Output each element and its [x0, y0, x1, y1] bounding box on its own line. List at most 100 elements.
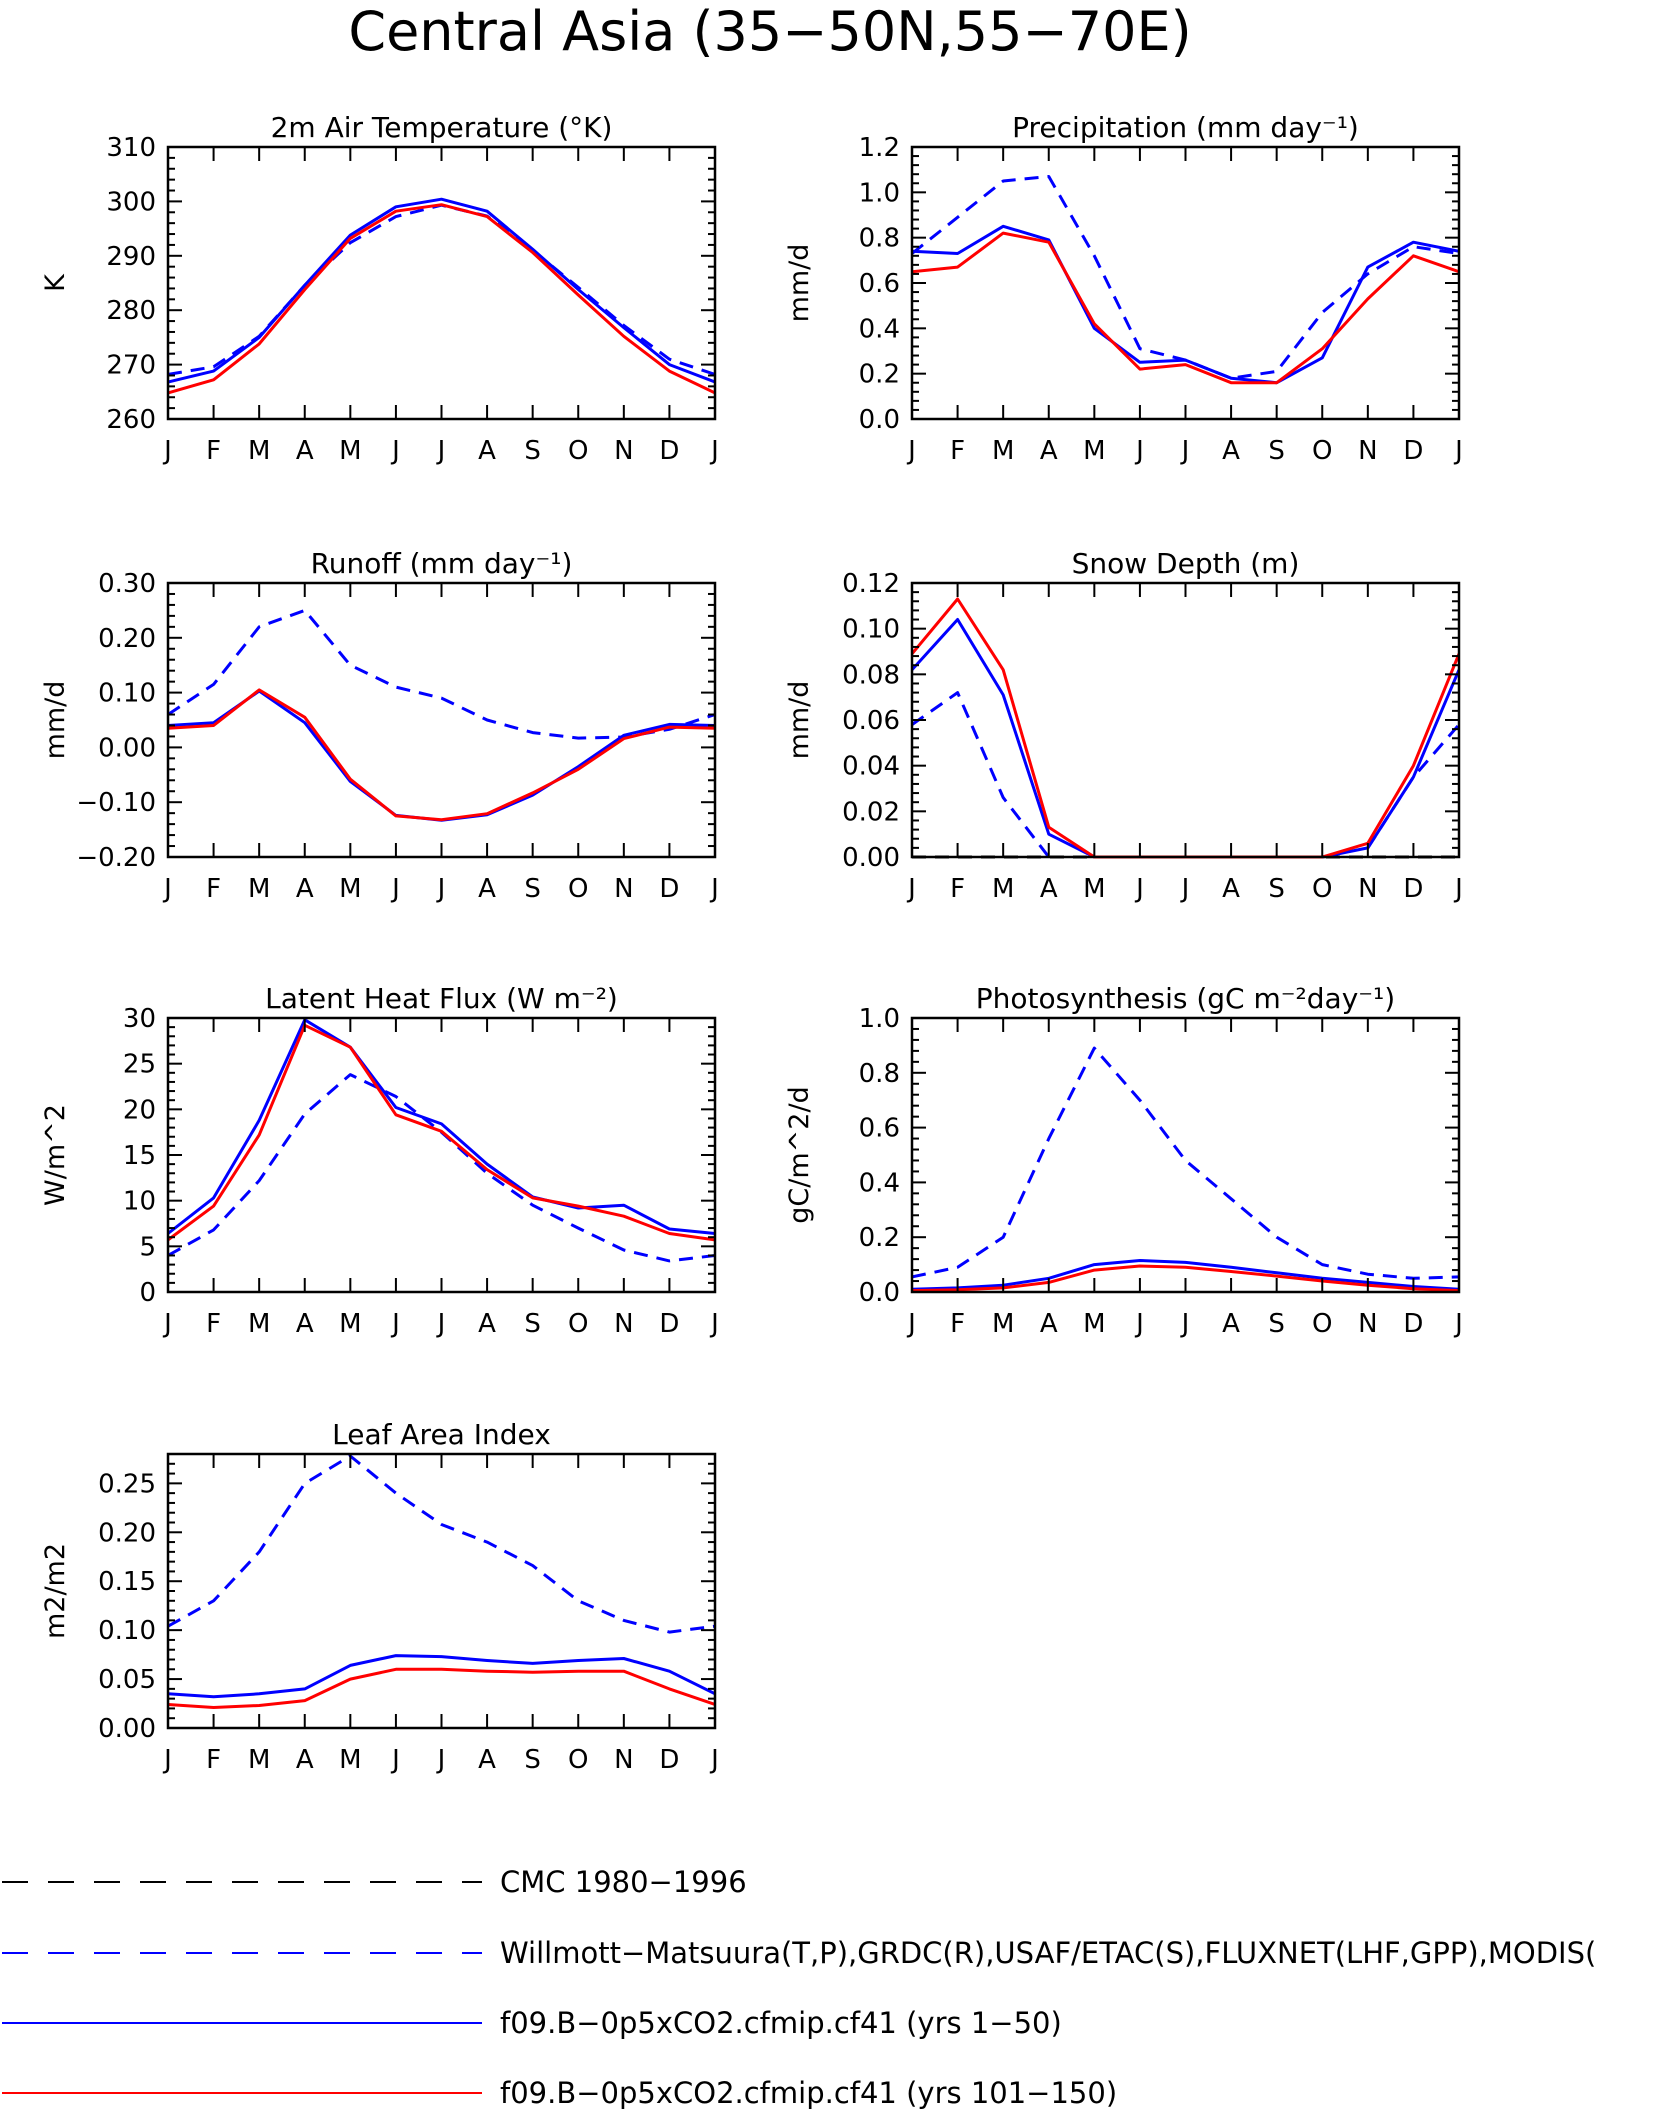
- y-tick-label: 0.0: [859, 1278, 900, 1308]
- y-tick-label: 10: [123, 1187, 156, 1217]
- series-group: [912, 175, 1459, 385]
- x-tick-label: A: [296, 1309, 314, 1339]
- x-tick-label: J: [436, 1309, 446, 1339]
- x-tick-label: J: [1134, 436, 1144, 466]
- x-tick-label: A: [1040, 1309, 1058, 1339]
- y-tick-label: 0.20: [98, 624, 156, 654]
- y-tick-label: 0.4: [859, 314, 900, 344]
- series-group: [168, 608, 715, 822]
- series-group: [912, 597, 1459, 859]
- x-tick-label: J: [1180, 436, 1190, 466]
- chart-panel-6: 0.00.20.40.60.81.0J F M A M J J A S O N D JPhotosynt…: [784, 982, 1463, 1339]
- plot-frame: [910, 581, 1461, 859]
- x-tick-label: M: [1083, 1309, 1105, 1339]
- y-axis-label: m2/m2: [40, 1543, 71, 1639]
- y-tick-label: 0.10: [98, 1616, 156, 1646]
- series-group: [168, 1018, 715, 1263]
- legend: CMC 1980−1996 Willmott−Matsuura(T,P),GRDC…: [2, 1865, 1596, 2110]
- y-tick-label: 270: [106, 351, 156, 381]
- x-tick-label: F: [206, 1309, 221, 1339]
- x-tick-label: J: [436, 436, 446, 466]
- y-tick-label: 0.10: [98, 679, 156, 709]
- series-line-4: [912, 597, 1459, 859]
- y-tick-label: 0.2: [859, 1223, 900, 1253]
- x-tick-label: M: [992, 436, 1014, 466]
- x-tick-label: F: [950, 1309, 965, 1339]
- x-tick-label: D: [659, 1309, 679, 1339]
- plot-frame: [166, 145, 717, 421]
- x-tick-label: D: [659, 874, 679, 904]
- chart-panel-7: 0.000.050.100.150.200.25J F M A M J J A S O N D JLea…: [40, 1418, 719, 1775]
- y-tick-label: 0.00: [98, 733, 156, 763]
- chart-panel-3: −0.20−0.100.000.100.200.30J F M A M J J A S O N D JR…: [40, 547, 719, 904]
- x-tick-label: F: [950, 874, 965, 904]
- legend-entry-2: Willmott−Matsuura(T,P),GRDC(R),USAF/ETAC…: [2, 1936, 1596, 1970]
- chart-title: Precipitation (mm day⁻¹): [1012, 111, 1359, 144]
- y-tick-label: 30: [123, 1004, 156, 1034]
- legend-entry-1: CMC 1980−1996: [2, 1865, 747, 1899]
- series-line-3: [168, 1667, 715, 1709]
- x-tick-label: O: [568, 1309, 588, 1339]
- chart-title: Runoff (mm day⁻¹): [311, 547, 573, 580]
- x-tick-label: M: [248, 436, 270, 466]
- x-tick-label: A: [1222, 436, 1240, 466]
- x-tick-label: J: [1134, 1309, 1144, 1339]
- y-tick-label: 0.02: [842, 797, 900, 827]
- series-line-3: [912, 231, 1459, 385]
- y-tick-label: 0.4: [859, 1168, 900, 1198]
- x-tick-label: O: [1312, 1309, 1332, 1339]
- x-tick-label: O: [1312, 436, 1332, 466]
- x-tick-label: M: [339, 1309, 361, 1339]
- y-tick-label: 0.30: [98, 569, 156, 599]
- series-line-1: [168, 1073, 715, 1263]
- y-tick-label: 20: [123, 1095, 156, 1125]
- x-tick-label: M: [248, 874, 270, 904]
- y-tick-label: 300: [106, 187, 156, 217]
- x-tick-label: M: [339, 436, 361, 466]
- x-tick-label: J: [390, 436, 400, 466]
- x-tick-label: D: [1403, 874, 1423, 904]
- chart-title: Photosynthesis (gC m⁻²day⁻¹): [976, 982, 1395, 1015]
- chart-panel-2: 0.00.20.40.60.81.01.2J F M A M J J A S O N D JPrecip…: [784, 111, 1463, 466]
- y-tick-label: 310: [106, 133, 156, 163]
- y-axis-label: mm/d: [784, 681, 815, 760]
- x-tick-label: A: [478, 436, 496, 466]
- y-tick-label: 0.6: [859, 269, 900, 299]
- x-tick-label: J: [906, 874, 916, 904]
- series-line-3: [168, 203, 715, 395]
- x-tick-label: M: [992, 874, 1014, 904]
- x-tick-label: M: [1083, 874, 1105, 904]
- series-line-3: [168, 688, 715, 822]
- y-tick-label: 0.6: [859, 1114, 900, 1144]
- x-tick-label: O: [1312, 874, 1332, 904]
- x-tick-label: S: [524, 874, 541, 904]
- x-tick-label: N: [1358, 874, 1377, 904]
- x-tick-label: M: [339, 874, 361, 904]
- series-group: [912, 1046, 1459, 1293]
- series-line-2: [168, 1018, 715, 1235]
- x-tick-label: A: [478, 874, 496, 904]
- x-tick-label: A: [1222, 874, 1240, 904]
- legend-entry-3: f09.B−0p5xCO2.cfmip.cf41 (yrs 1−50): [2, 2006, 1062, 2040]
- x-tick-label: O: [568, 1745, 588, 1775]
- x-tick-label: S: [524, 1309, 541, 1339]
- series-group: [168, 1454, 715, 1709]
- y-tick-label: 0.0: [859, 405, 900, 435]
- y-tick-label: 0.10: [842, 615, 900, 645]
- y-tick-label: 0: [139, 1278, 156, 1308]
- plot-frame: [910, 1016, 1461, 1294]
- series-line-2: [168, 1654, 715, 1699]
- series-line-1: [168, 1454, 715, 1634]
- x-tick-label: A: [1040, 436, 1058, 466]
- x-tick-label: F: [206, 436, 221, 466]
- x-tick-label: J: [390, 1309, 400, 1339]
- x-tick-label: S: [524, 1745, 541, 1775]
- legend-label: f09.B−0p5xCO2.cfmip.cf41 (yrs 1−50): [500, 2006, 1062, 2040]
- x-tick-label: S: [1268, 1309, 1285, 1339]
- y-tick-label: 290: [106, 242, 156, 272]
- x-tick-label: O: [568, 436, 588, 466]
- series-line-1: [168, 608, 715, 740]
- x-tick-label: J: [162, 436, 172, 466]
